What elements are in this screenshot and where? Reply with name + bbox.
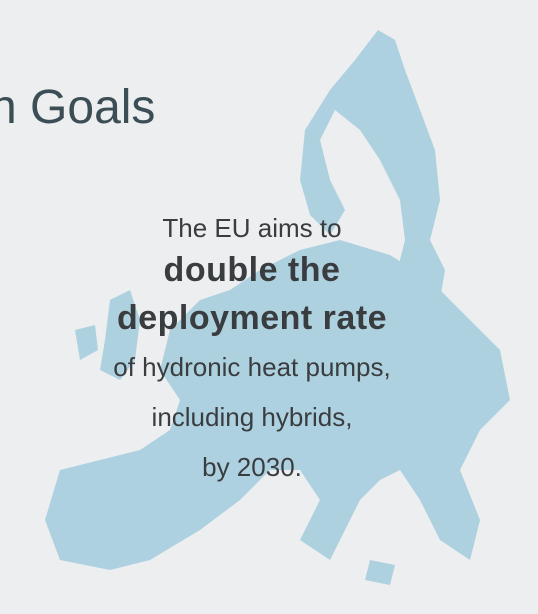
highlight: double the (163, 251, 341, 289)
highlight: deployment rate (116, 299, 388, 337)
intro: The EU aims to (162, 213, 342, 243)
title: n Goals (0, 81, 156, 134)
goal-text: The EU aims to double the deployment rat… (0, 210, 504, 492)
detail-line: by 2030. (202, 452, 302, 482)
europe-map (45, 30, 510, 585)
detail-line: of hydronic heat pumps, (113, 352, 391, 382)
detail-line: including hybrids, (151, 402, 353, 432)
